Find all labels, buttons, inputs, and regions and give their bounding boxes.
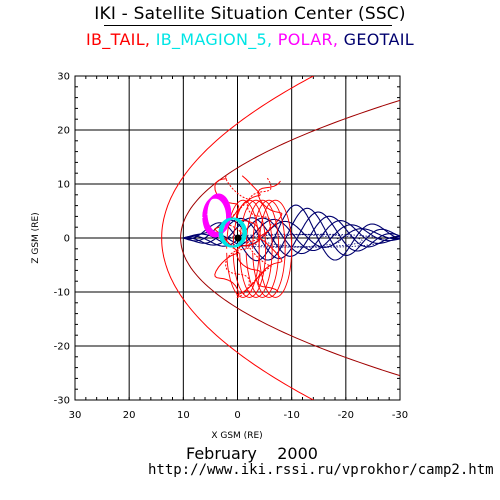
legend-item-ib-magion-5: IB_MAGION_5, [150,30,273,49]
ib-tail-loop [232,199,267,298]
legend-item-polar: POLAR, [272,30,339,49]
x-tick-label: -20 [338,410,354,421]
earth-marker [234,234,242,242]
geotail-orbit [183,218,400,252]
y-tick-label: 10 [57,180,70,191]
y-tick-label: 0 [64,234,70,245]
chart-title: IKI - Satellite Situation Center (SSC) [94,4,406,24]
x-tick-label: -30 [392,410,408,421]
geotail-orbit-dotted [264,233,385,248]
polar-orbit [202,196,228,238]
orbits [183,175,400,299]
legend-item-ib-tail: IB_TAIL, [86,30,151,49]
magnetopause-line [180,99,400,377]
x-axis-label: X GSM (RE) [211,431,262,441]
ib-tail-loop [258,199,293,298]
x-tick-label: 0 [234,410,240,421]
date-label: February 2000 [186,444,318,463]
bow-shock-line [161,76,315,400]
legend: IB_TAIL, IB_MAGION_5, POLAR, GEOTAIL [0,30,500,49]
title-underline [104,25,392,26]
geotail-orbit-dotted [220,233,341,248]
ib-tail-loop [252,199,286,298]
y-tick-label: -10 [54,288,70,299]
boundaries [161,76,400,400]
magion-5-orbit [218,217,244,248]
axis-ticks: 30 20 10 0 -10 -20 -30 30 20 10 0 -10 -20 -30 [54,72,409,422]
geotail-orbit [183,217,400,255]
y-tick-label: -20 [54,342,70,353]
y-tick-label: -30 [54,396,70,407]
x-tick-label: 20 [123,410,136,421]
y-tick-label: 20 [57,126,70,137]
geotail-orbit [183,204,400,262]
y-tick-label: 30 [57,72,70,83]
geotail-orbit [183,207,400,261]
y-axis-label: Z GSM (RE) [31,212,41,263]
x-tick-label: 10 [177,410,190,421]
geotail-orbit [183,215,400,257]
legend-item-geotail: GEOTAIL [338,30,414,49]
x-tick-label: 30 [69,410,82,421]
source-url: http://www.iki.rssi.ru/vprokhor/camp2.ht… [148,462,494,478]
x-tick-label: -10 [283,410,299,421]
ib-tail-loop [245,199,280,298]
ib-tail-loop [239,199,273,298]
geotail-orbit-dotted [242,233,363,248]
